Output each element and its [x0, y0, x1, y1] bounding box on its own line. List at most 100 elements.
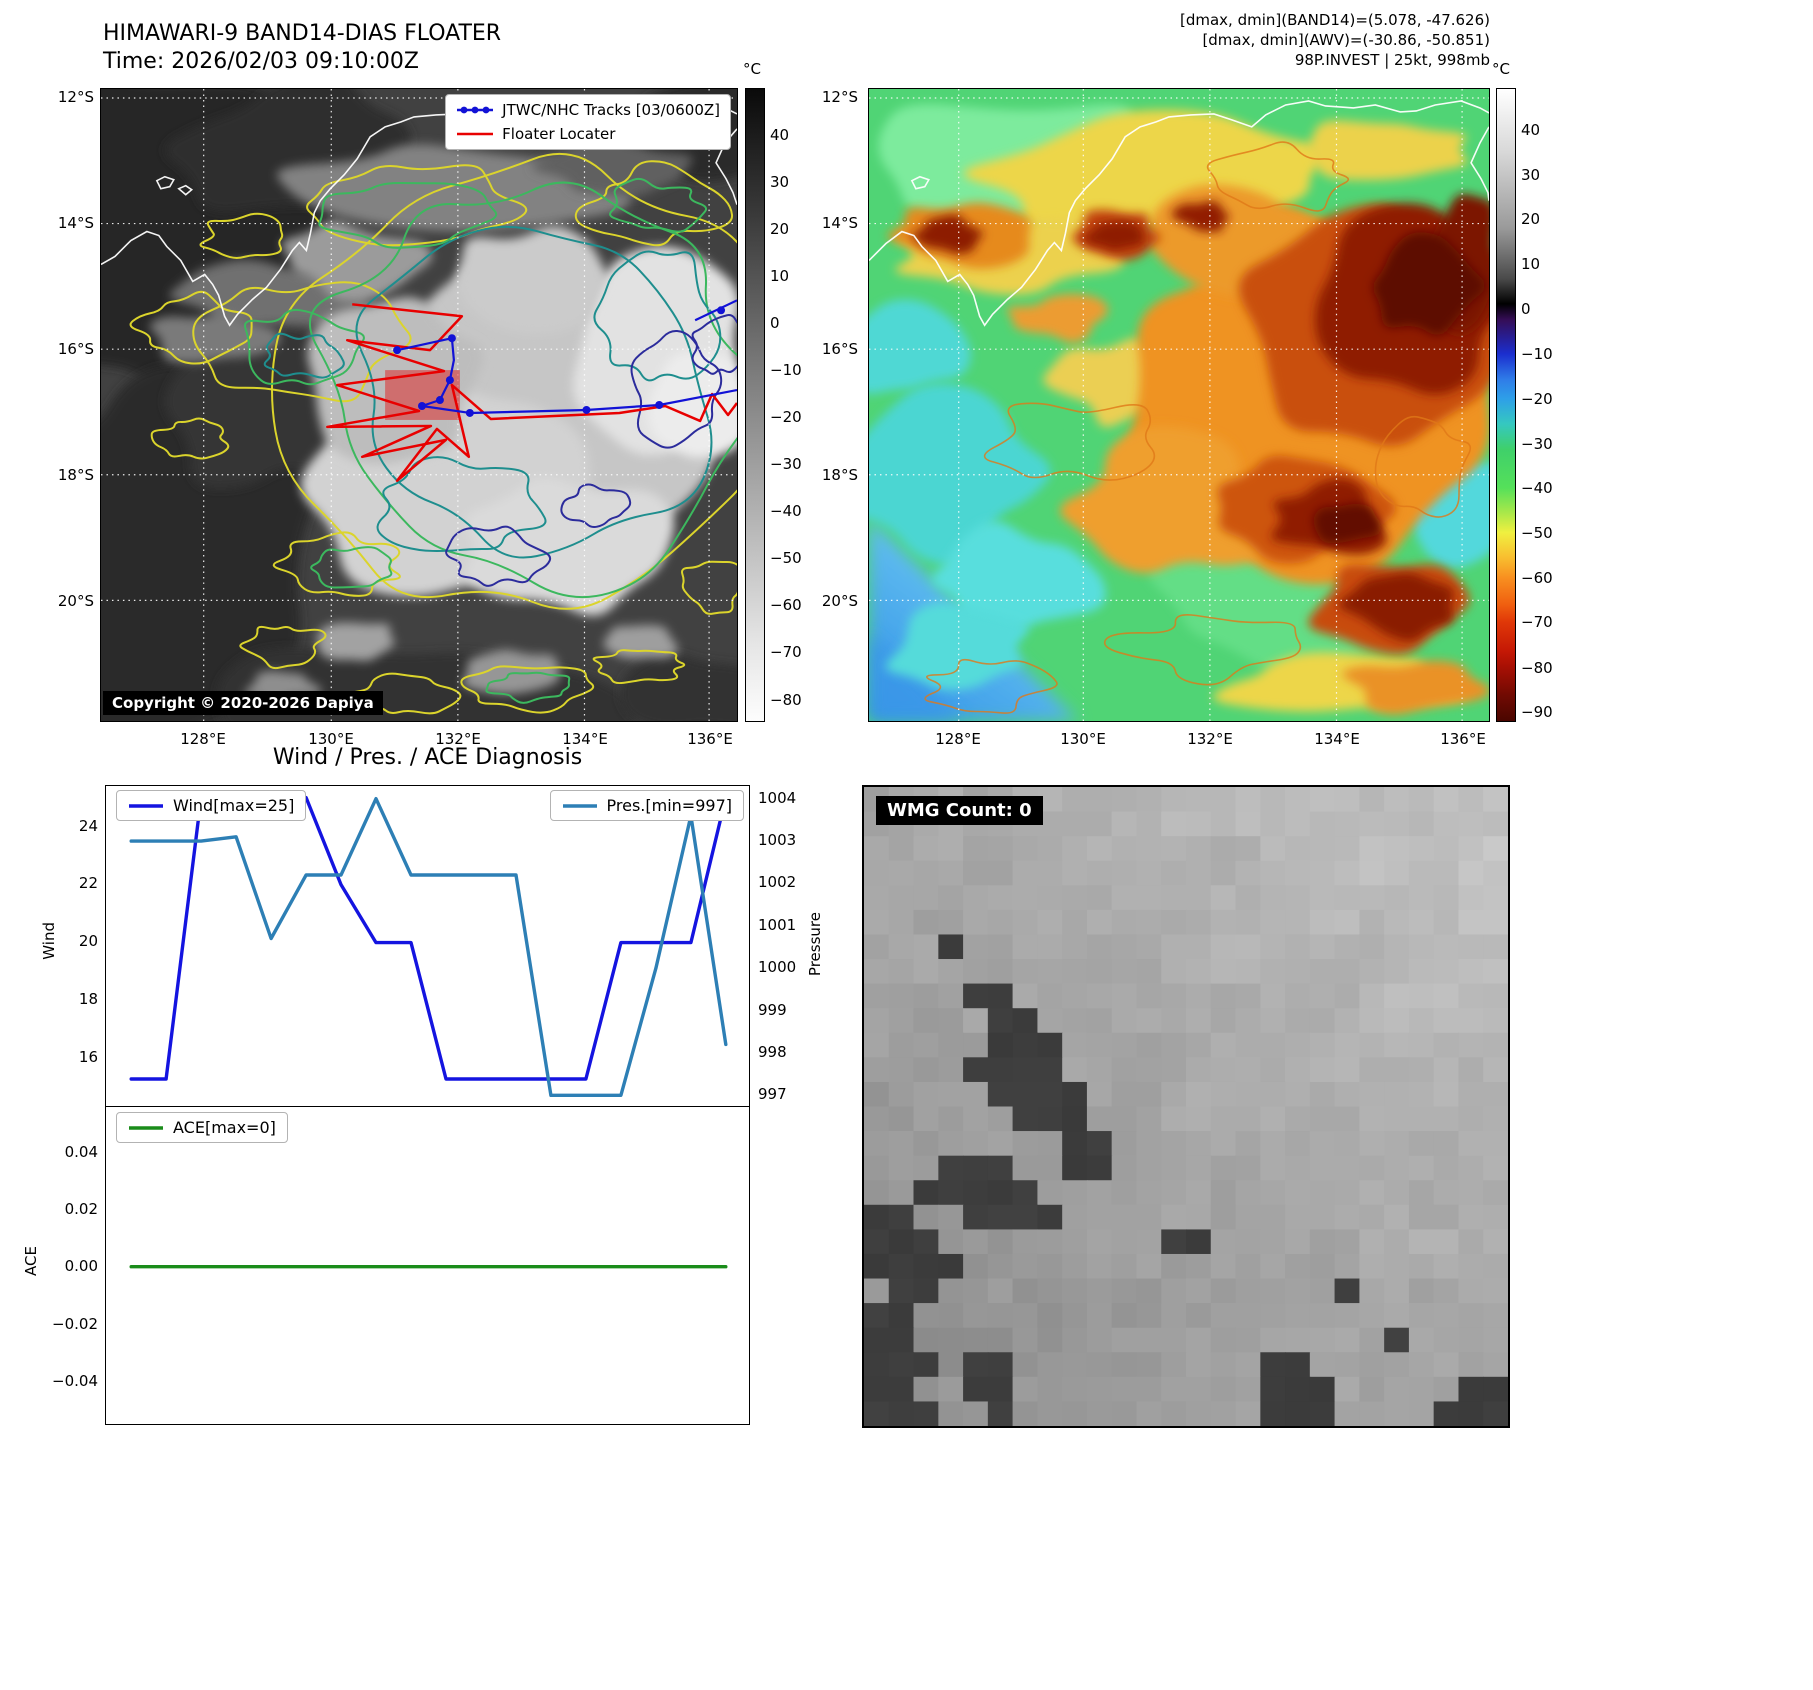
ace-tick: 0.02: [64, 1200, 98, 1218]
band14-time: Time: 2026/02/03 09:10:00Z: [103, 49, 419, 74]
wind-legend: Wind[max=25]: [116, 790, 307, 821]
lat-tick: 20°S: [821, 592, 858, 610]
ace-plot-area: [129, 1264, 728, 1269]
colorbar-tick: −50: [770, 549, 802, 567]
colorbar-tick: 30: [1521, 166, 1541, 184]
band14-title: HIMAWARI-9 BAND14-DIAS FLOATER: [103, 21, 502, 46]
ace-chart: [105, 1107, 750, 1425]
colorbar-tick: −40: [1521, 479, 1553, 497]
colorbar-tick: −50: [1521, 524, 1553, 542]
awv-map: [868, 88, 1490, 722]
lat-tick: 18°S: [57, 466, 94, 484]
legend-row-tracks: JTWC/NHC Tracks [03/0600Z]: [456, 101, 720, 119]
dmax-band14-line: [dmax, dmin](BAND14)=(5.078, -47.626): [1179, 11, 1490, 29]
pres-tick: 1004: [758, 789, 797, 807]
colorbar-tick: −80: [770, 691, 802, 709]
ace-legend: ACE[max=0]: [116, 1112, 288, 1143]
wmg-pixel-image: [864, 787, 1508, 1426]
pres-tick: 998: [758, 1043, 787, 1061]
colorbar-tick: −20: [1521, 390, 1553, 408]
wmg-image-panel: WMG Count: 0: [862, 785, 1510, 1428]
convection-outlines: [924, 141, 1472, 714]
legend-floater-label: Floater Locater: [502, 125, 616, 143]
floater-track-line: [326, 303, 737, 483]
windpres-plot-area: [129, 795, 728, 1097]
copyright-badge: Copyright © 2020-2026 Dapiya: [103, 691, 383, 715]
colorbar-tick: −70: [1521, 613, 1553, 631]
band14-colorbar: [745, 88, 765, 722]
lon-tick: 128°E: [180, 730, 226, 748]
lat-tick: 20°S: [57, 592, 94, 610]
colorbar-tick: −30: [1521, 435, 1553, 453]
colorbar-tick: −60: [770, 596, 802, 614]
colorbar-tick: 0: [1521, 300, 1531, 318]
colorbar-tick: 30: [770, 173, 790, 191]
pres-line-sample: [562, 803, 597, 808]
convection-field: [869, 104, 1489, 715]
lon-tick: 130°E: [1060, 730, 1106, 748]
colorbar-tick: −80: [1521, 659, 1553, 677]
colorbar-unit: °C: [1492, 60, 1510, 78]
legend-tracks-label: JTWC/NHC Tracks [03/0600Z]: [502, 101, 720, 119]
pres-tick: 1001: [758, 916, 797, 934]
wind-tick: 22: [78, 874, 98, 892]
awv-satellite-image: [869, 89, 1489, 721]
band14-map: JTWC/NHC Tracks [03/0600Z] Floater Locat…: [100, 88, 738, 722]
colorbar-tick: −30: [770, 455, 802, 473]
awv-header: [dmax, dmin](BAND14)=(5.078, -47.626) [d…: [1180, 10, 1490, 70]
ace-tick: 0.04: [64, 1143, 98, 1161]
pres-legend-label: Pres.[min=997]: [606, 796, 732, 815]
lon-tick: 136°E: [687, 730, 733, 748]
lon-tick: 134°E: [1314, 730, 1360, 748]
storm-tracks: [326, 299, 737, 483]
colorbar-tick: −10: [1521, 345, 1553, 363]
pres-tick: 1000: [758, 958, 797, 976]
ace-line-sample: [129, 1125, 163, 1130]
ace-tick: −0.02: [52, 1315, 98, 1333]
colorbar-tick: 40: [770, 126, 790, 144]
colorbar-tick: 20: [1521, 210, 1541, 228]
lat-tick: 12°S: [821, 88, 858, 106]
colorbar-tick: 10: [1521, 255, 1541, 273]
jtwc-track-line: [396, 299, 737, 415]
lat-tick: 16°S: [57, 340, 94, 358]
ace-axis-label: ACE: [22, 1246, 40, 1276]
floater-line-sample: [457, 132, 494, 136]
coastline: [869, 100, 1489, 327]
diagnosis-title: Wind / Pres. / ACE Diagnosis: [272, 745, 583, 770]
pres-tick: 997: [758, 1085, 787, 1103]
pres-legend: Pres.[min=997]: [549, 790, 744, 821]
map-gridlines: [869, 89, 1489, 721]
wind-axis-label: Wind: [40, 922, 58, 960]
lon-tick: 128°E: [935, 730, 981, 748]
colorbar-unit: °C: [743, 60, 761, 78]
wmg-count-badge: WMG Count: 0: [876, 796, 1043, 825]
jtwc-track-points: [393, 306, 726, 417]
temperature-contours: [129, 152, 737, 715]
colorbar-tick: −70: [770, 643, 802, 661]
lat-tick: 18°S: [821, 466, 858, 484]
track-line-sample: [457, 106, 494, 114]
wind-tick: 20: [78, 932, 98, 950]
pres-tick: 1003: [758, 831, 797, 849]
wind-tick: 16: [78, 1048, 98, 1066]
colorbar-tick: 20: [770, 220, 790, 238]
awv-colorbar: [1496, 88, 1516, 722]
pressure-axis-label: Pressure: [806, 912, 824, 977]
pres-tick: 999: [758, 1001, 787, 1019]
colorbar-tick: −60: [1521, 569, 1553, 587]
lat-tick: 14°S: [821, 214, 858, 232]
ace-tick: 0.00: [64, 1257, 98, 1275]
lat-tick: 12°S: [57, 88, 94, 106]
map-legend: JTWC/NHC Tracks [03/0600Z] Floater Locat…: [445, 94, 731, 150]
legend-row-floater: Floater Locater: [456, 125, 720, 143]
wind-tick: 24: [78, 817, 98, 835]
dmax-awv-line: [dmax, dmin](AWV)=(-30.86, -50.851): [1202, 31, 1490, 49]
wind-line-sample: [129, 803, 163, 808]
colorbar-tick: 40: [1521, 121, 1541, 139]
windpres-chart: [105, 785, 750, 1107]
colorbar-tick: −40: [770, 502, 802, 520]
lat-tick: 14°S: [57, 214, 94, 232]
lon-tick: 132°E: [435, 730, 481, 748]
